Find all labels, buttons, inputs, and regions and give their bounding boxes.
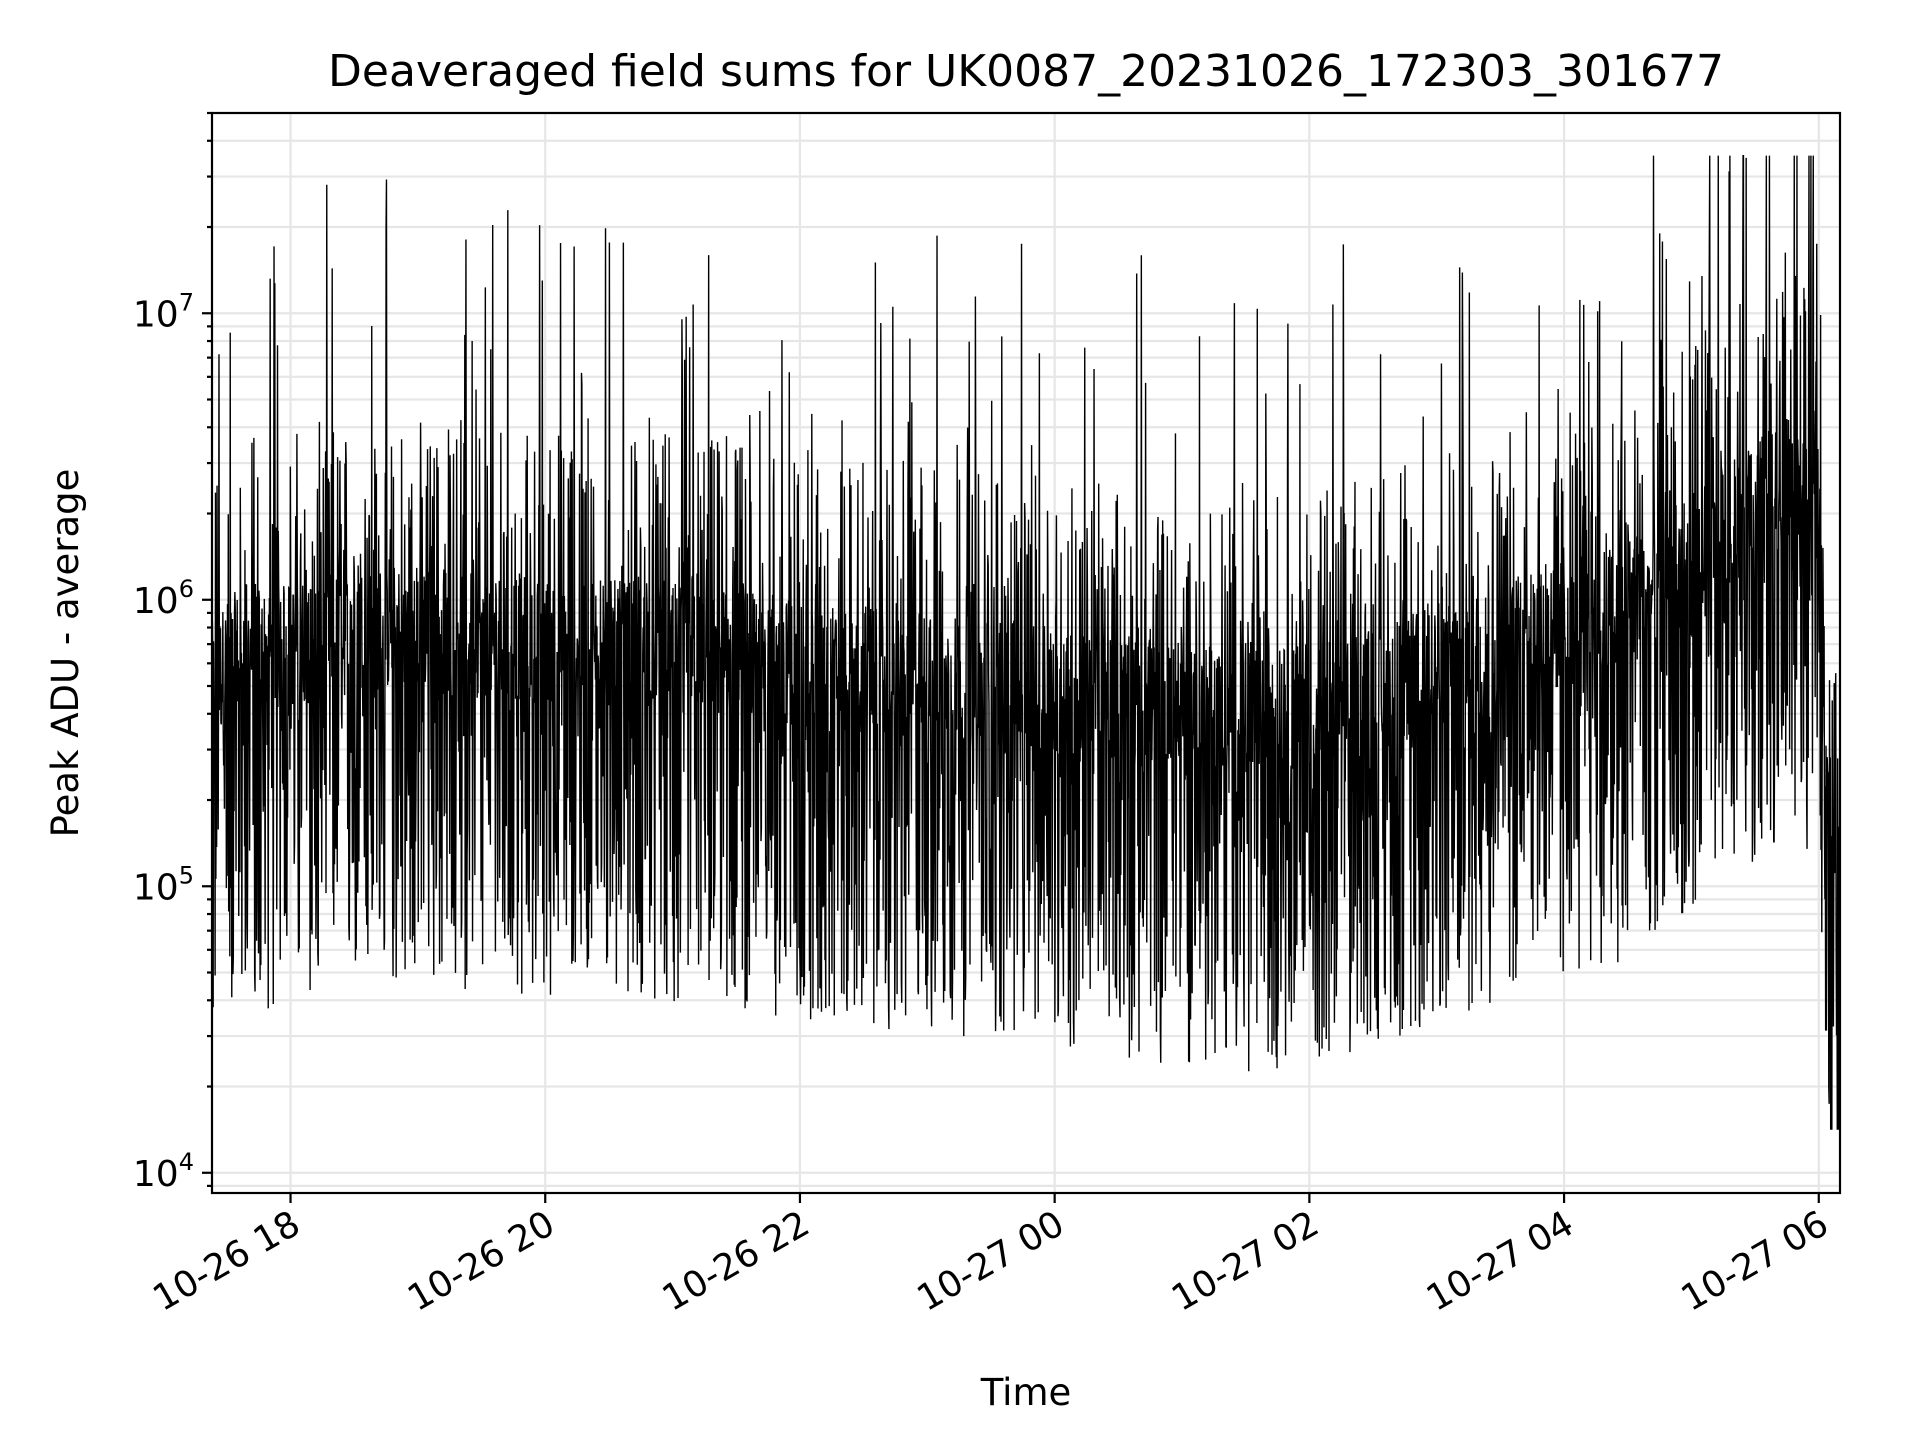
y-tick-label: 106 [133, 575, 194, 622]
y-tick-label: 107 [133, 288, 194, 335]
y-axis-label: Peak ADU - average [44, 469, 87, 838]
y-tick-base: 10 [133, 1154, 179, 1195]
y-tick-exponent: 6 [179, 575, 194, 603]
series-line [211, 154, 1841, 1130]
y-tick-exponent: 5 [179, 861, 194, 889]
chart-title: Deaveraged field sums for UK0087_2023102… [328, 46, 1724, 97]
y-tick-base: 10 [133, 581, 179, 622]
y-tick-exponent: 4 [179, 1148, 194, 1176]
y-tick-base: 10 [133, 294, 179, 335]
x-axis-label: Time [980, 1371, 1072, 1414]
y-tick-base: 10 [133, 867, 179, 908]
y-tick-exponent: 7 [179, 288, 194, 316]
y-tick-label: 105 [133, 861, 194, 908]
plot-frame [210, 111, 1842, 1195]
y-tick-label: 104 [133, 1148, 194, 1195]
